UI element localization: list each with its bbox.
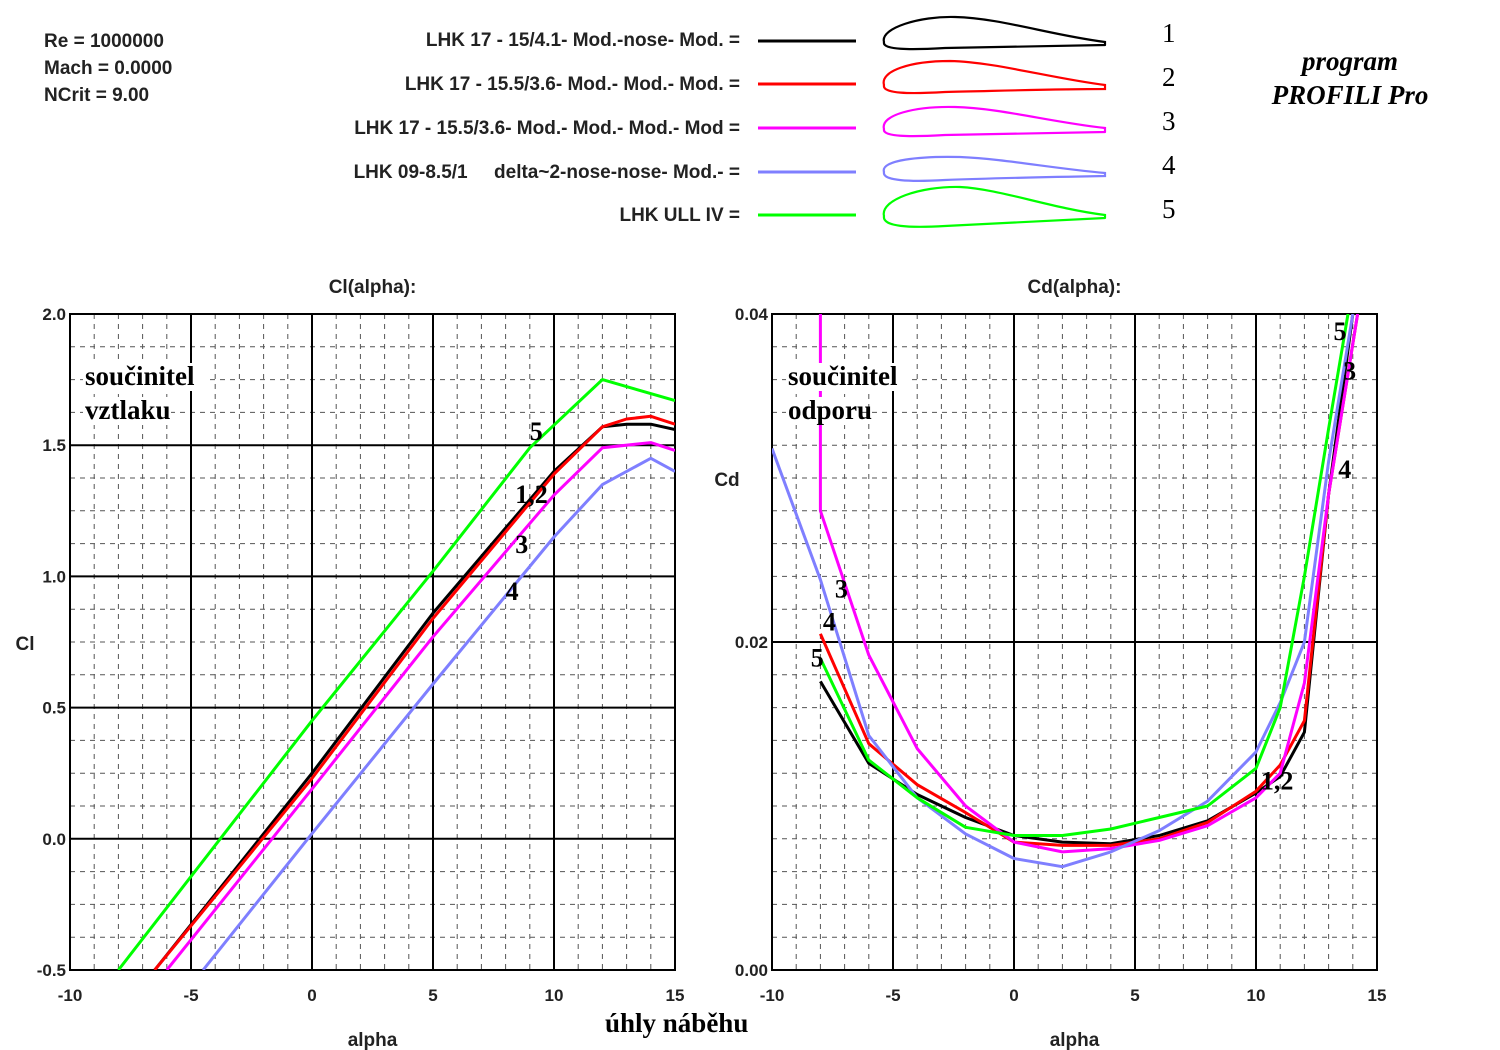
x-tick-label: 5: [1130, 986, 1139, 1005]
legend-number-3: 3: [1162, 106, 1176, 136]
x-tick-label: 0: [307, 986, 316, 1005]
y-tick-label: 0.02: [735, 633, 768, 652]
plot-frame: [771, 313, 1378, 971]
y-tick-label: 1.5: [42, 436, 66, 455]
program-label: program PROFILI Pro: [1240, 44, 1460, 112]
curve-label: 4: [1338, 455, 1351, 484]
curve-label: 5: [530, 417, 543, 446]
x-tick-label: -5: [183, 986, 198, 1005]
series-line-4: [772, 314, 1355, 869]
x-tick-label: 10: [1247, 986, 1266, 1005]
series-group: [117, 378, 675, 970]
x-axis-label: alpha: [348, 1030, 398, 1050]
x-axis-label: alpha: [1050, 1030, 1100, 1050]
mach-number: Mach = 0.0000: [44, 58, 173, 79]
y-tick-label: -0.5: [37, 961, 66, 980]
annotation-background: [786, 397, 862, 425]
legend-number-1: 1: [1162, 18, 1176, 48]
parameters: Re = 1000000 Mach = 0.0000 NCrit = 9.00: [44, 28, 172, 109]
curve-label: 5: [1333, 317, 1346, 346]
chart-2: -10 -5 0 5 10 15 0.00 0.02 0.04 Cd(alpha): alpha Cd…: [714, 277, 1386, 1050]
legend-name-5: LHK ULL IV =: [619, 205, 740, 226]
y-tick-label: 2.0: [42, 305, 66, 324]
plot-frame: [69, 313, 676, 971]
chart-title: Cl(alpha):: [329, 277, 417, 298]
chart-title: Cd(alpha):: [1028, 277, 1122, 298]
y-tick-label: 0.5: [42, 699, 66, 718]
legend-swatch-3: [758, 105, 1107, 138]
annotation-background: [786, 363, 910, 391]
legend-name-1: LHK 17 - 15/4.1- Mod.-nose- Mod. =: [425, 30, 740, 51]
y-tick-label: 0.04: [735, 305, 769, 324]
legend-name-2: LHK 17 - 15.5/3.6- Mod.- Mod.- Mod. =: [404, 74, 740, 95]
legend-swatch-1: [758, 15, 1107, 51]
curve-label: 5: [811, 644, 824, 673]
series-line-3: [165, 441, 675, 970]
series-group: [772, 314, 1360, 869]
series-line-2: [153, 414, 675, 970]
x-tick-label: 15: [1368, 986, 1387, 1005]
curve-label: 1,2: [1261, 767, 1294, 796]
series-line-1: [819, 314, 1355, 846]
x-tick-label: -10: [760, 986, 785, 1005]
program-label-line1: program: [1301, 46, 1399, 76]
series-line-4: [201, 456, 675, 970]
series-line-5: [117, 378, 675, 970]
chart-annotation: součinitel: [85, 361, 195, 391]
legend-number-2: 2: [1162, 62, 1176, 92]
chart-annotation: součinitel: [788, 361, 898, 391]
bottom-axis-caption: úhly náběhu: [605, 1008, 749, 1038]
legend-graphics: [758, 15, 1107, 228]
curve-label: 3: [515, 530, 528, 559]
chart-annotation: odporu: [788, 395, 872, 425]
x-tick-label: 5: [428, 986, 437, 1005]
legend-swatch-2: [758, 59, 1107, 95]
legend-swatch-4: [758, 155, 1107, 182]
annotation-background: [83, 397, 171, 425]
legend-name-3: LHK 17 - 15.5/3.6- Mod.- Mod.- Mod.- Mod…: [354, 118, 740, 139]
ncrit-value: NCrit = 9.00: [44, 85, 150, 106]
curve-label: 3: [1343, 357, 1356, 386]
y-tick-label: 0.0: [42, 830, 66, 849]
annotation-background: [83, 363, 207, 391]
series-line-5: [819, 314, 1350, 837]
reynolds-number: Re = 1000000: [44, 31, 164, 52]
series-line-3: [818, 314, 1360, 854]
x-tick-label: 0: [1009, 986, 1018, 1005]
y-axis-label: Cl: [16, 634, 35, 655]
curve-label: 4: [823, 608, 836, 637]
legend-swatch-5: [758, 185, 1107, 228]
x-tick-label: -10: [58, 986, 83, 1005]
y-tick-label: 1.0: [42, 567, 66, 586]
chart-annotation: vztlaku: [85, 395, 171, 425]
y-axis-label: Cd: [714, 470, 739, 491]
legend-name-4: LHK 09-8.5/1 delta~2-nose-nose- Mod.- =: [353, 162, 740, 183]
y-tick-label: 0.00: [735, 961, 768, 980]
legend-number-5: 5: [1162, 194, 1176, 224]
x-tick-label: -5: [885, 986, 900, 1005]
chart-1: -10 -5 0 5 10 15 -0.5 0.0 0.5 1.0 1.5 2.0 Cl(alpha):…: [16, 277, 685, 1050]
curve-label: 1,2: [515, 480, 548, 509]
x-tick-label: 10: [545, 986, 564, 1005]
curve-label: 3: [835, 575, 848, 604]
curve-label: 4: [506, 577, 519, 606]
program-label-line2: PROFILI Pro: [1271, 80, 1429, 110]
x-tick-label: 15: [666, 986, 685, 1005]
legend-number-4: 4: [1162, 150, 1176, 180]
